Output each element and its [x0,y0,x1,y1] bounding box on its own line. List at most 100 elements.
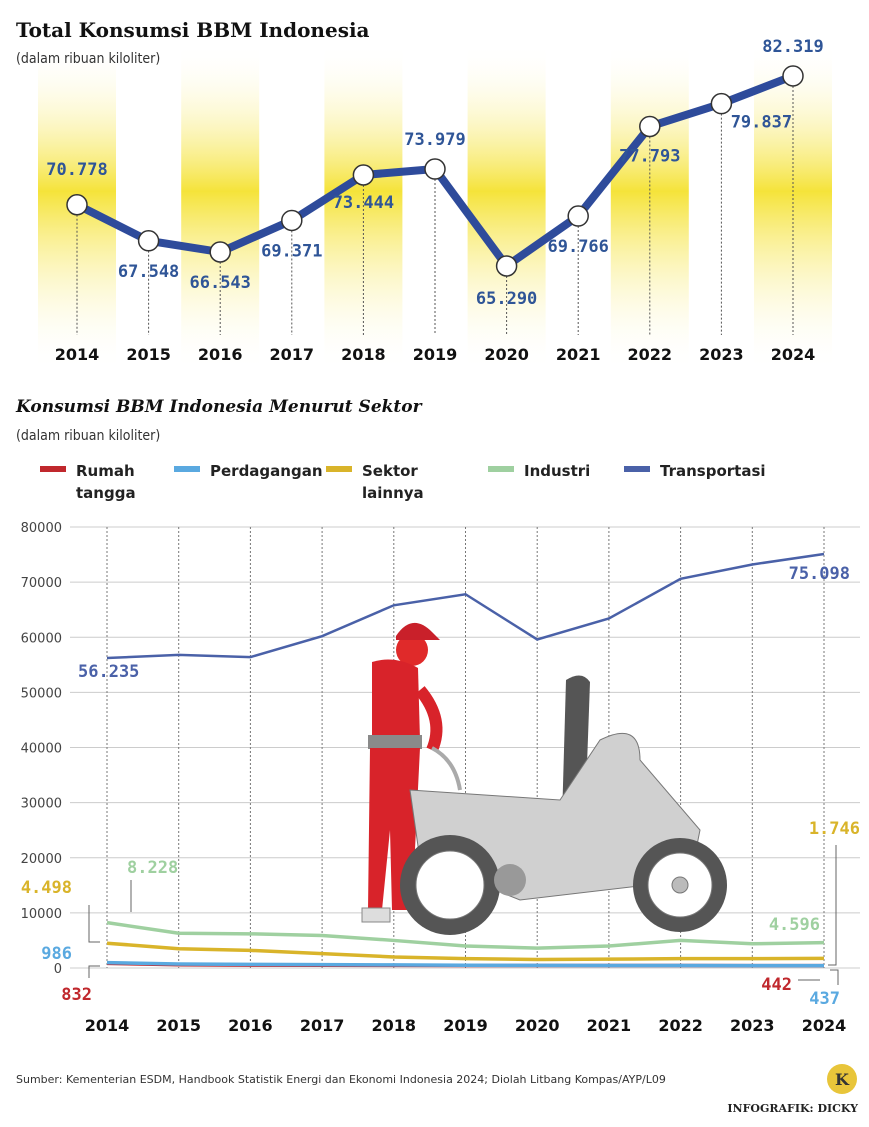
x-tick-label: 2016 [198,345,243,364]
legend-label: Rumah [76,462,135,480]
data-label: 67.548 [118,262,179,282]
x-tick-label: 2019 [413,345,458,364]
y-tick-label: 0 [54,962,62,977]
x-tick-label: 2018 [341,345,386,364]
data-label: 69.766 [547,237,608,257]
data-label: 65.290 [476,289,537,309]
x-tick-label: 2022 [658,1016,703,1035]
series-label: 75.098 [789,564,850,584]
top-chart: 2014 2015 2016 2017 2018 2019 2020 2021 2022 2023… [46,37,823,364]
source-note: Sumber: Kementerian ESDM, Handbook Stati… [16,1073,666,1086]
series-label: 4.498 [21,878,72,898]
x-tick-label: 2024 [771,345,816,364]
data-label: 79.837 [731,113,792,133]
x-tick-label: 2018 [372,1016,417,1035]
label-leader [88,965,100,978]
bottom-chart-title: Konsumsi BBM Indonesia Menurut Sektor [15,397,423,417]
legend-label: Perdagangan [210,462,323,480]
credit: INFOGRAFIK: DICKY [727,1102,858,1115]
legend-swatch [40,466,66,472]
series-label: 832 [61,985,92,1005]
data-label: 69.371 [261,241,322,261]
y-tick-label: 70000 [21,576,62,591]
year-band [181,45,260,370]
series-label: 8.228 [127,858,178,878]
data-point [567,205,589,227]
data-point [782,65,804,87]
series-line-transportasi [106,552,825,660]
y-tick-label: 60000 [21,631,62,646]
data-point [209,241,231,263]
legend-label: lainnya [362,484,424,502]
y-tick-label: 30000 [21,797,62,812]
series-label: 56.235 [78,662,139,682]
x-tick-label: 2020 [515,1016,560,1035]
year-band [324,45,403,370]
legend-label: Transportasi [660,462,766,480]
series-label: 1.746 [809,819,860,839]
data-point [424,158,446,180]
data-point [639,115,661,138]
x-tick-label: 2023 [730,1016,775,1035]
series-label: 4.596 [769,915,820,935]
y-tick-label: 10000 [21,907,62,922]
y-tick-label: 50000 [21,686,62,701]
series-label: 437 [809,989,840,1009]
data-label: 77.793 [619,146,680,166]
data-label: 66.543 [189,273,250,293]
year-band [610,45,689,370]
x-tick-label: 2024 [802,1016,847,1035]
data-point [710,92,733,115]
data-label: 73.444 [333,193,394,213]
series-label: 986 [41,944,72,964]
x-tick-label: 2014 [85,1016,130,1035]
x-tick-label: 2016 [228,1016,273,1035]
series-line-industri [106,920,825,950]
data-point [281,209,303,232]
y-tick-label: 40000 [21,742,62,757]
scooter-illustration [400,675,727,935]
x-tick-label: 2021 [587,1016,632,1035]
data-label: 70.778 [46,160,107,180]
bottom-chart-subtitle: (dalam ribuan kiloliter) [16,428,160,444]
series-line-perdagangan [106,960,825,968]
legend-label: Industri [524,462,590,480]
kompas-logo [827,1064,857,1094]
series-line-sektor-lainnya [106,941,825,962]
year-band [467,45,546,370]
data-point [137,230,160,252]
legend-swatch [624,466,650,472]
y-tick-label: 80000 [21,521,62,536]
label-leader [828,845,837,966]
legend-label: tangga [76,484,136,502]
bottom-chart: 2014 2015 2016 2017 2018 2019 2020 2021 2022 2023… [21,552,860,1035]
data-point [66,194,88,216]
legend: Rumah tangga Perdagangan Sektor lainnya Indus… [40,462,766,502]
x-tick-label: 2021 [556,345,601,364]
legend-swatch [174,466,200,472]
kompas-logo-letter: K [835,1070,850,1089]
y-tick-label: 20000 [21,852,62,867]
top-chart-subtitle: (dalam ribuan kiloliter) [16,51,160,67]
label-leader [830,969,839,985]
x-tick-label: 2015 [156,1016,201,1035]
x-tick-label: 2015 [126,345,171,364]
x-tick-label: 2020 [484,345,529,364]
top-chart-title: Total Konsumsi BBM Indonesia [16,18,370,42]
x-tick-label: 2017 [300,1016,345,1035]
x-tick-label: 2019 [443,1016,488,1035]
legend-swatch [326,466,352,472]
bottom-chart-grid: 0 10000 20000 30000 40000 50000 60000 70000 8000… [21,521,860,977]
legend-swatch [488,466,514,472]
x-tick-label: 2014 [55,345,100,364]
x-tick-label: 2017 [270,345,315,364]
data-point [352,164,375,186]
data-label: 82.319 [762,37,823,57]
label-leader [88,905,100,943]
series-label: 442 [761,975,792,995]
x-tick-label: 2023 [699,345,744,364]
x-tick-label: 2022 [628,345,673,364]
data-label: 73.979 [404,130,465,150]
data-point [495,255,518,277]
